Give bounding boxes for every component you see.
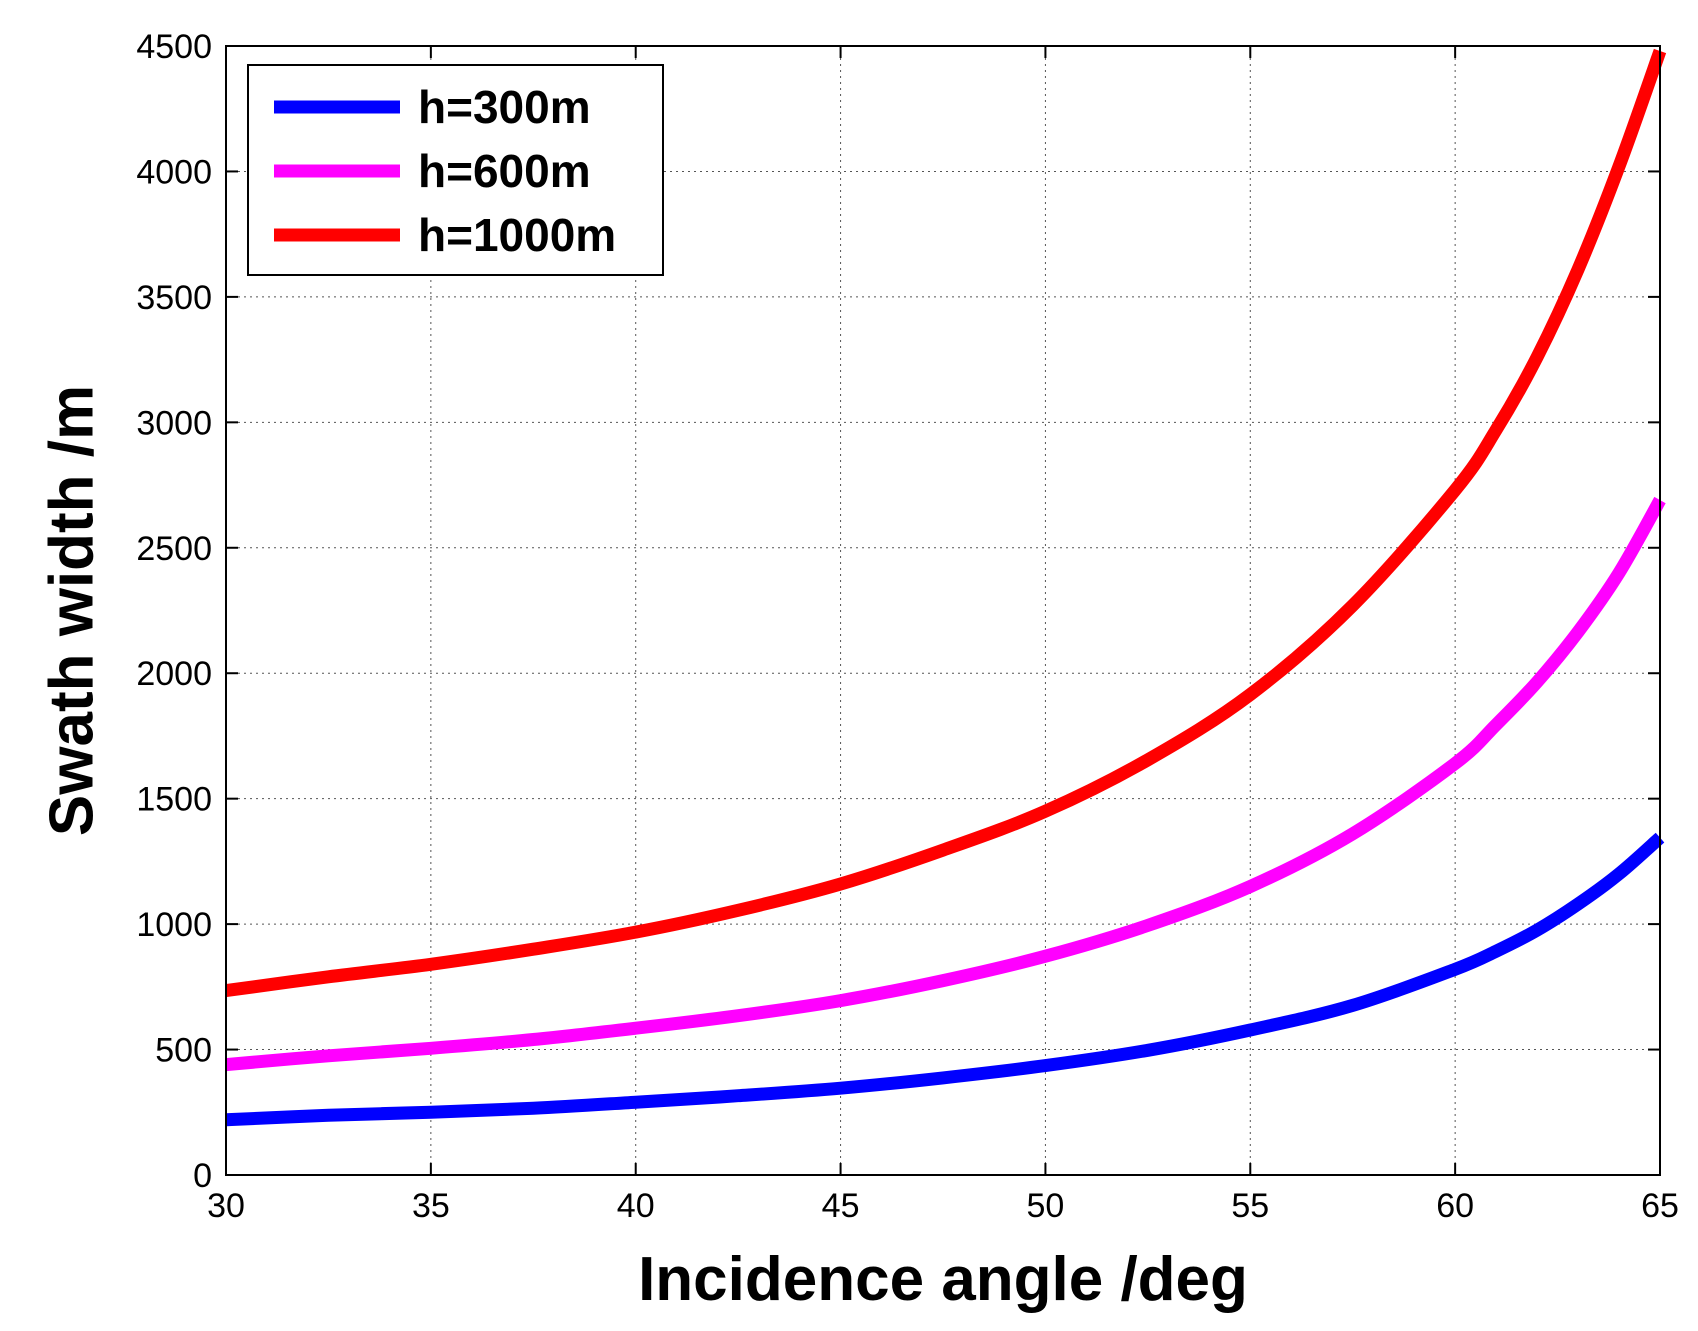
y-tick-labels: 0 500 1000 1500 2000 2500 3000 3500 4000 4500: [136, 28, 212, 1195]
y-tick-label: 1000: [136, 906, 212, 944]
x-tick-label: 60: [1436, 1187, 1474, 1225]
series-line-h-600m: [225, 496, 1666, 1072]
ticks: [225, 45, 1661, 1176]
y-tick-label: 1500: [136, 781, 212, 819]
y-tick-label: 4000: [136, 153, 212, 191]
grid: [226, 46, 1660, 1175]
legend-label: h=600m: [418, 145, 591, 197]
x-tick-label: 50: [1027, 1187, 1065, 1225]
x-tick-label: 45: [822, 1187, 860, 1225]
legend: h=300m h=600m h=1000m: [247, 64, 664, 276]
y-axis-title: Swath width /m: [37, 385, 106, 836]
y-tick-label: 3500: [136, 279, 212, 317]
y-tick-label: 0: [193, 1157, 212, 1195]
x-tick-label: 40: [617, 1187, 655, 1225]
series-line-h-1000m: [225, 48, 1667, 998]
y-tick-label: 4500: [136, 28, 212, 66]
legend-label: h=1000m: [418, 209, 616, 261]
series-group: [225, 48, 1667, 1127]
legend-label: h=300m: [418, 81, 591, 133]
x-axis-title: Incidence angle /deg: [638, 1245, 1248, 1314]
x-tick-label: 65: [1641, 1187, 1679, 1225]
x-tick-label: 35: [412, 1187, 450, 1225]
series-line-h-300m: [225, 832, 1665, 1127]
y-tick-label: 500: [155, 1032, 212, 1070]
x-tick-labels: 30 35 40 45 50 55 60 65: [207, 1187, 1679, 1225]
y-tick-label: 3000: [136, 404, 212, 442]
x-tick-label: 55: [1231, 1187, 1269, 1225]
x-tick-label: 30: [207, 1187, 245, 1225]
y-tick-label: 2500: [136, 530, 212, 568]
axes-frame: [225, 45, 1661, 1176]
y-tick-label: 2000: [136, 655, 212, 693]
